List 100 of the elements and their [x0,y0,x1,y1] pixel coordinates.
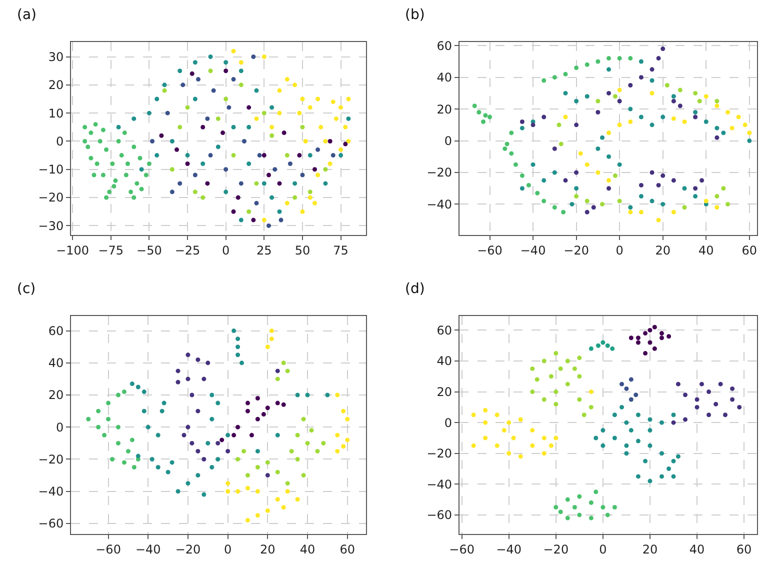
point [638,182,644,188]
point [180,82,186,88]
point [205,116,210,121]
point [596,170,600,175]
point [186,352,190,358]
point [671,210,676,214]
point [122,130,127,136]
x-tick-label: −100 [56,243,90,258]
point [176,368,180,374]
point [318,124,324,130]
point [714,104,720,108]
point [126,448,130,454]
point [165,110,170,116]
point [714,126,720,130]
point [502,428,506,433]
point [552,205,557,210]
point [277,88,282,93]
point [255,465,260,470]
point [162,82,167,88]
x-tick-label: 75 [333,243,348,258]
x-tick-label: 40 [689,542,705,556]
point [328,162,332,166]
point [154,96,160,102]
point [281,505,286,510]
point [565,497,570,502]
point [255,448,260,454]
point [682,186,687,191]
point [132,195,136,200]
point [285,481,290,486]
point [334,116,338,121]
point [612,412,617,418]
point [638,59,644,64]
point [106,416,111,422]
point [570,202,574,206]
point [554,402,558,406]
point [706,412,712,418]
y-tick-label: 30 [48,50,64,64]
point [652,346,657,351]
point [226,481,230,486]
point [488,114,492,120]
point [648,340,652,345]
point [650,67,654,72]
point [231,77,236,82]
point [231,48,236,54]
point [202,376,206,382]
point [628,336,634,340]
point [694,397,700,402]
point [255,416,260,422]
point [584,198,590,204]
y-tick-label: 0 [56,134,64,148]
point [617,162,622,167]
point [520,186,524,191]
point [112,184,116,189]
point [284,153,290,158]
point [238,218,244,222]
point [130,382,134,386]
point [605,512,610,518]
point [122,390,126,394]
point [242,448,246,454]
point [170,460,174,465]
point [730,126,734,130]
point [612,505,617,510]
point [530,443,535,448]
chart-title: (a) [17,7,37,23]
point [315,448,320,454]
point [186,481,190,486]
point [216,440,220,446]
point [284,200,290,206]
y-tick-label: 20 [436,102,452,116]
point [202,492,206,497]
point [328,138,332,144]
point [266,223,272,228]
point [231,124,236,130]
point [245,473,250,478]
y-tick-label: 40 [436,354,452,368]
point [676,382,680,386]
point [683,417,688,422]
point [185,105,190,110]
point [676,454,680,459]
point [323,167,328,172]
point [588,516,594,520]
point [346,96,351,102]
point [558,366,563,371]
point [628,205,633,210]
point [295,497,300,502]
point [236,344,240,350]
point [236,424,240,430]
point [513,162,518,167]
point [190,392,194,398]
point [572,366,577,371]
point [154,153,160,158]
point [596,110,600,114]
point [116,138,121,144]
point [648,417,652,422]
point [216,144,220,150]
point [620,382,624,386]
point [236,352,240,358]
point [671,420,676,425]
point [624,420,629,425]
point [82,138,88,144]
